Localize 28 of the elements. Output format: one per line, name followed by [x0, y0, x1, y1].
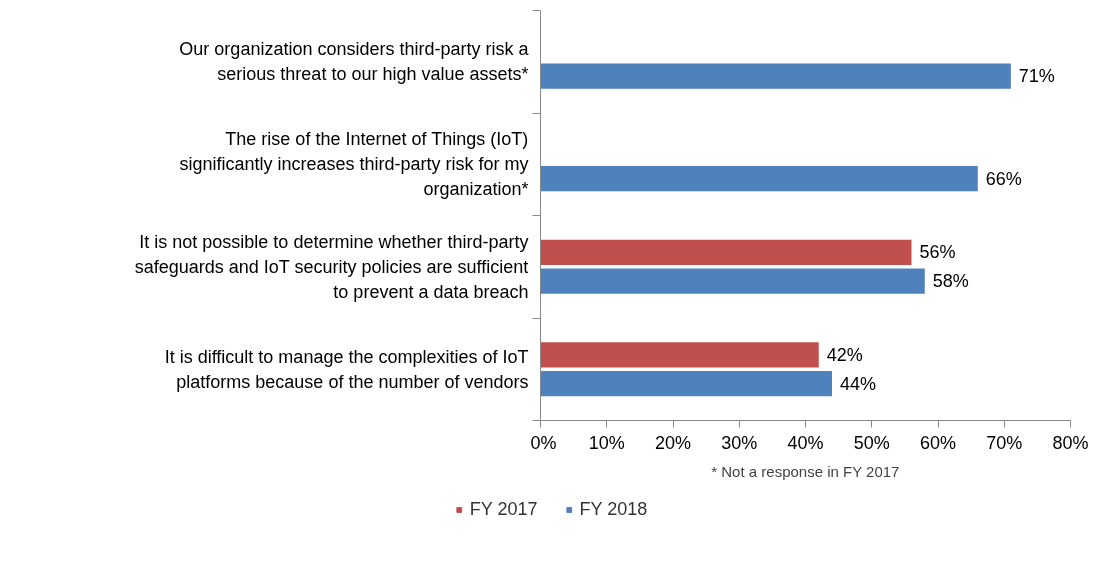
bar — [540, 165, 978, 192]
x-tick-label: 80% — [1052, 432, 1089, 453]
bar — [540, 63, 1011, 89]
data-label: 42% — [826, 344, 863, 365]
data-label: 44% — [839, 373, 876, 394]
y-tick-label: The rise of the Internet of Things (IoT) significantly increases third-party risk for my organization* — [179, 129, 529, 200]
bar — [540, 268, 925, 294]
legend-label: FY 2018 — [579, 498, 648, 520]
x-tick-label: 10% — [588, 432, 625, 453]
x-tick-label: 20% — [654, 432, 692, 453]
x-tick-label: 0% — [530, 432, 557, 453]
y-tick-label: Our organization considers third-party risk a serious threat to our high value assets* — [179, 39, 530, 85]
bar — [540, 342, 819, 368]
text: * Not a response in FY 2017 — [711, 462, 900, 480]
data-label: 71% — [1018, 66, 1055, 87]
legend-label: FY 2017 — [469, 498, 538, 520]
data-label: 56% — [919, 242, 956, 263]
data-label: 58% — [932, 271, 969, 292]
data-label: 66% — [985, 168, 1022, 189]
y-tick-label: It is difficult to manage the complexities of IoT platforms because of the number of vendors — [164, 346, 529, 392]
bar — [540, 370, 832, 397]
x-tick-label: 50% — [853, 432, 890, 453]
x-tick-label: 30% — [721, 432, 758, 453]
x-tick-label: 40% — [787, 432, 824, 453]
y-tick-label: It is not possible to determine whether third-party safeguards and IoT security policies are sufficient to prevent a data breach — [134, 231, 529, 302]
x-tick-label: 70% — [986, 432, 1023, 453]
x-tick-label: 60% — [919, 432, 957, 453]
bar — [540, 239, 912, 266]
